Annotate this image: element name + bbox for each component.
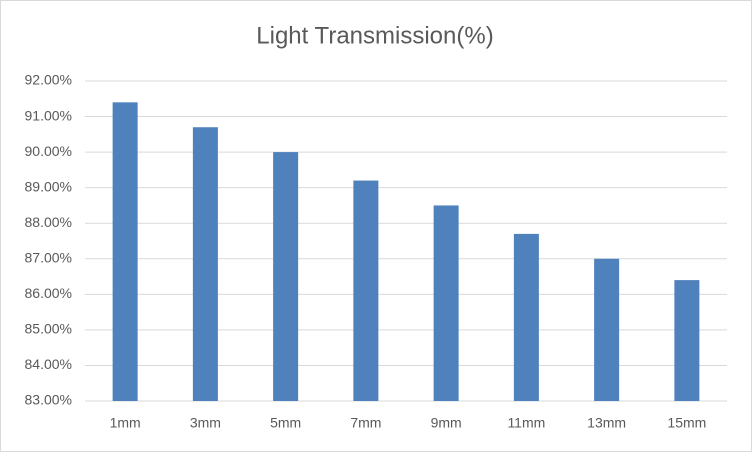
y-tick-label: 92.00% — [25, 72, 72, 88]
bar — [192, 127, 218, 401]
bar — [674, 280, 700, 401]
x-tick-label: 13mm — [587, 415, 626, 431]
y-tick-label: 91.00% — [25, 107, 72, 123]
bar — [112, 102, 138, 401]
y-tick-label: 84.00% — [25, 356, 72, 372]
y-tick-label: 87.00% — [25, 249, 72, 265]
x-tick-label: 3mm — [190, 415, 221, 431]
y-tick-label: 86.00% — [25, 285, 72, 301]
x-tick-label: 1mm — [110, 415, 141, 431]
y-tick-label: 83.00% — [25, 392, 72, 408]
x-tick-label: 15mm — [667, 415, 706, 431]
y-tick-label: 90.00% — [25, 143, 72, 159]
bar — [433, 205, 459, 401]
bar — [273, 152, 299, 401]
x-tick-label: 5mm — [270, 415, 301, 431]
bar — [513, 233, 539, 401]
y-tick-label: 88.00% — [25, 214, 72, 230]
chart-title: Light Transmission(%) — [256, 22, 493, 49]
x-tick-label: 7mm — [350, 415, 381, 431]
bar — [353, 180, 379, 401]
y-tick-label: 85.00% — [25, 321, 72, 337]
y-tick-label: 89.00% — [25, 178, 72, 194]
bar — [594, 258, 620, 401]
x-tick-label: 11mm — [507, 415, 545, 431]
x-tick-label: 9mm — [431, 415, 462, 431]
